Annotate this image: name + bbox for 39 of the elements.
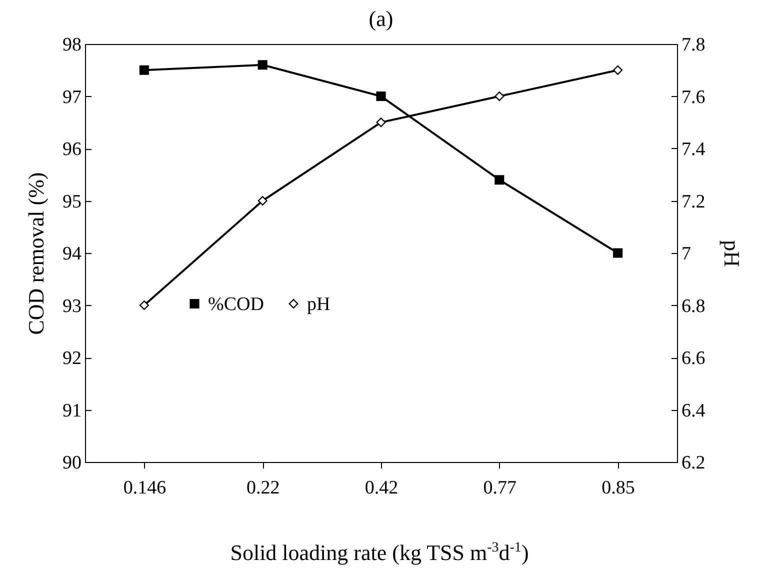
- point: [258, 196, 268, 206]
- x-tick-label: 0.42: [364, 478, 398, 498]
- point: [613, 248, 623, 258]
- chart-title: (a): [368, 6, 394, 31]
- point: [494, 175, 504, 185]
- y2-tick-label: 7.2: [682, 191, 706, 212]
- point: [376, 118, 386, 128]
- x-tick-label: 0.146: [123, 478, 166, 498]
- point: [494, 91, 504, 102]
- legend-label: pH: [307, 294, 330, 315]
- legend-label: %COD: [208, 294, 264, 315]
- y-tick-label: 97: [62, 86, 82, 108]
- point: [613, 65, 623, 75]
- y2-tick-label: 6.8: [682, 296, 706, 317]
- y-tick-label: 95: [62, 191, 82, 212]
- point: [139, 65, 149, 75]
- y2-tick-label: 6.6: [682, 348, 706, 369]
- y2-tick-label: 7.8: [682, 34, 706, 56]
- point: [258, 60, 268, 70]
- y-tick-label: 92: [62, 348, 82, 369]
- point: [139, 300, 149, 310]
- y-tick-label: 94: [62, 244, 82, 264]
- y2-axis-title: pH: [719, 240, 744, 268]
- x-axis-title: Solid loading rate (kg TSS m$^{-3}$d$^{-1}$): [229, 540, 530, 566]
- y2-tick-label: 7: [682, 244, 691, 264]
- y-axis-title: COD removal (%): [24, 172, 48, 335]
- y-tick-label: 93: [62, 296, 82, 317]
- y-tick-label: 96: [62, 139, 82, 160]
- y-tick-label: 91: [62, 400, 82, 422]
- y2-tick-label: 6.2: [682, 452, 706, 474]
- y2-tick-label: 6.4: [682, 400, 706, 422]
- y-tick-label: 90: [62, 452, 82, 474]
- y2-tick-label: 7.4: [682, 139, 706, 160]
- point: [376, 91, 386, 102]
- x-tick-label: 0.85: [602, 478, 635, 498]
- x-tick-label: 0.77: [483, 478, 517, 498]
- y2-tick-label: 7.6: [682, 86, 706, 108]
- y-tick-label: 98: [62, 34, 82, 56]
- x-tick-label: 0.22: [246, 478, 280, 498]
